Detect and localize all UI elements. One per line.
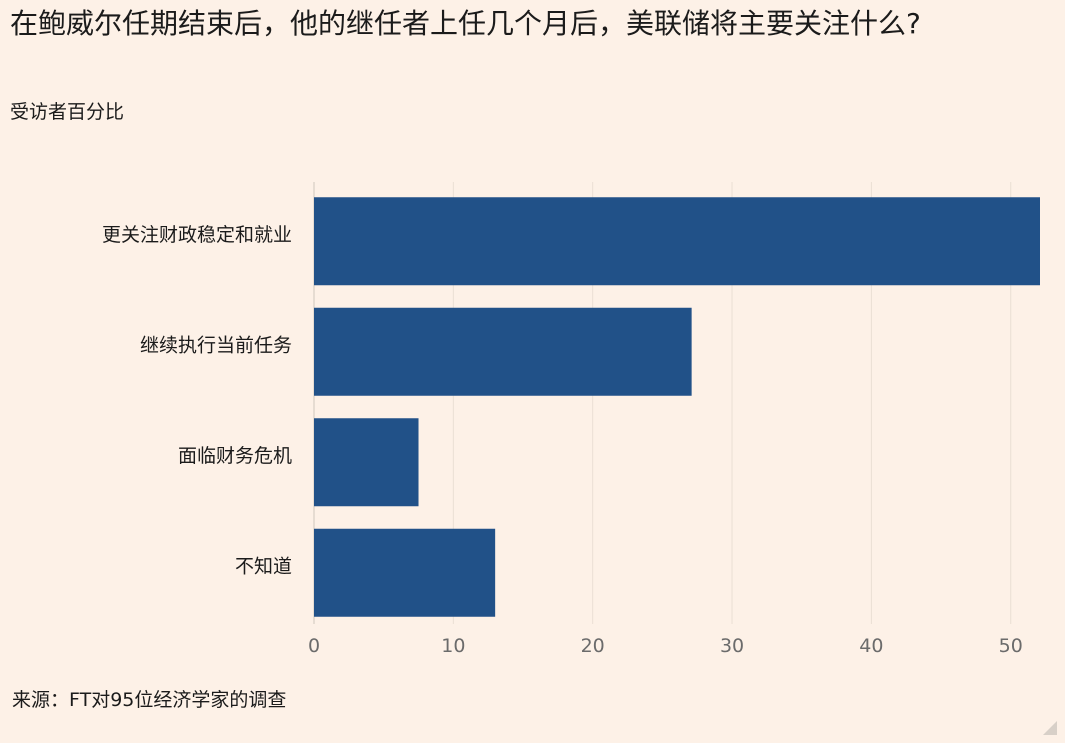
x-axis-ticks: 0 10 20 30 40 50 bbox=[308, 635, 1023, 657]
x-tick-label: 20 bbox=[581, 635, 605, 657]
bar bbox=[314, 307, 692, 396]
resize-grip-icon bbox=[1043, 721, 1057, 735]
category-label: 继续执行当前任务 bbox=[140, 334, 292, 356]
category-label: 不知道 bbox=[235, 555, 292, 577]
x-tick-label: 40 bbox=[859, 635, 883, 657]
x-tick-label: 0 bbox=[308, 635, 320, 657]
chart-title: 在鲍威尔任期结束后，他的继任者上任几个月后，美联储将主要关注什么? bbox=[10, 7, 921, 40]
bars bbox=[314, 197, 1040, 617]
chart-subtitle: 受访者百分比 bbox=[10, 101, 125, 123]
x-tick-label: 50 bbox=[999, 635, 1023, 657]
category-label: 面临财务危机 bbox=[178, 445, 292, 467]
x-tick-label: 30 bbox=[720, 635, 744, 657]
category-label: 更关注财政稳定和就业 bbox=[102, 224, 292, 246]
bar bbox=[314, 197, 1040, 286]
x-tick-label: 10 bbox=[441, 635, 465, 657]
source-note: 来源：FT对95位经济学家的调查 bbox=[12, 689, 287, 711]
bar bbox=[314, 528, 496, 617]
bar bbox=[314, 418, 419, 507]
